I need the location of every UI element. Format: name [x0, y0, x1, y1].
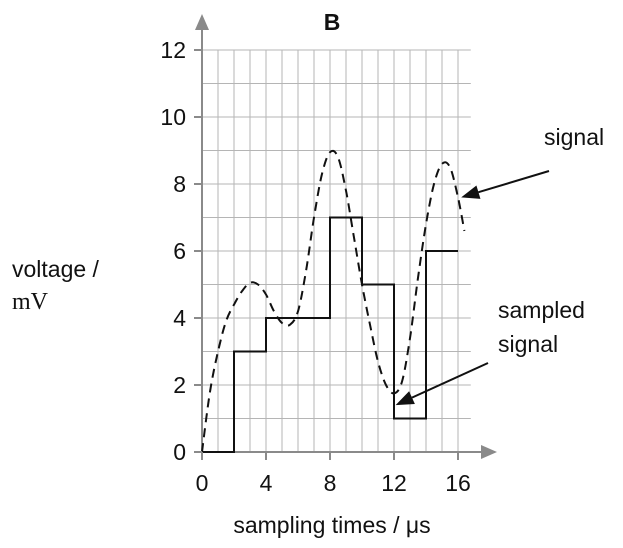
- x-tick-label: 0: [196, 470, 209, 496]
- sampled-signal-step-line: [202, 216, 458, 453]
- y-tick-label: 0: [173, 439, 186, 465]
- x-tick-label: 4: [260, 470, 273, 496]
- annotation-label: sampled: [498, 297, 585, 323]
- y-tick-label: 2: [173, 372, 186, 398]
- chart-title: B: [324, 9, 341, 35]
- annotation-label: signal: [544, 124, 604, 150]
- y-tick-label: 4: [173, 305, 186, 331]
- signal-dashed-curve: [201, 149, 466, 453]
- annotation-label: signal: [498, 331, 558, 357]
- ticks: 0 4 8 12 16 0 2 4 6 8 10 12: [160, 37, 470, 496]
- annotation-arrowhead: [461, 185, 481, 199]
- x-tick-label: 12: [381, 470, 407, 496]
- x-axis-label: sampling times / μs: [233, 512, 430, 538]
- y-tick-label: 8: [173, 171, 186, 197]
- y-axis-label-line1: voltage /: [12, 256, 100, 282]
- x-tick-label: 16: [445, 470, 471, 496]
- annotation-arrow-line: [411, 362, 489, 399]
- annotations: signal sampled signal: [395, 124, 604, 406]
- y-tick-label: 10: [160, 104, 186, 130]
- x-tick-label: 8: [324, 470, 337, 496]
- axes: [195, 14, 497, 459]
- annotation-arrowhead: [395, 391, 415, 406]
- y-tick-label: 6: [173, 238, 186, 264]
- y-axis-label-line2: mV: [12, 289, 49, 315]
- x-axis-arrowhead: [481, 445, 497, 459]
- y-axis-arrowhead: [195, 14, 209, 30]
- y-tick-label: 12: [160, 37, 186, 63]
- series-group: [201, 149, 466, 453]
- annotation-arrow-line: [478, 170, 550, 194]
